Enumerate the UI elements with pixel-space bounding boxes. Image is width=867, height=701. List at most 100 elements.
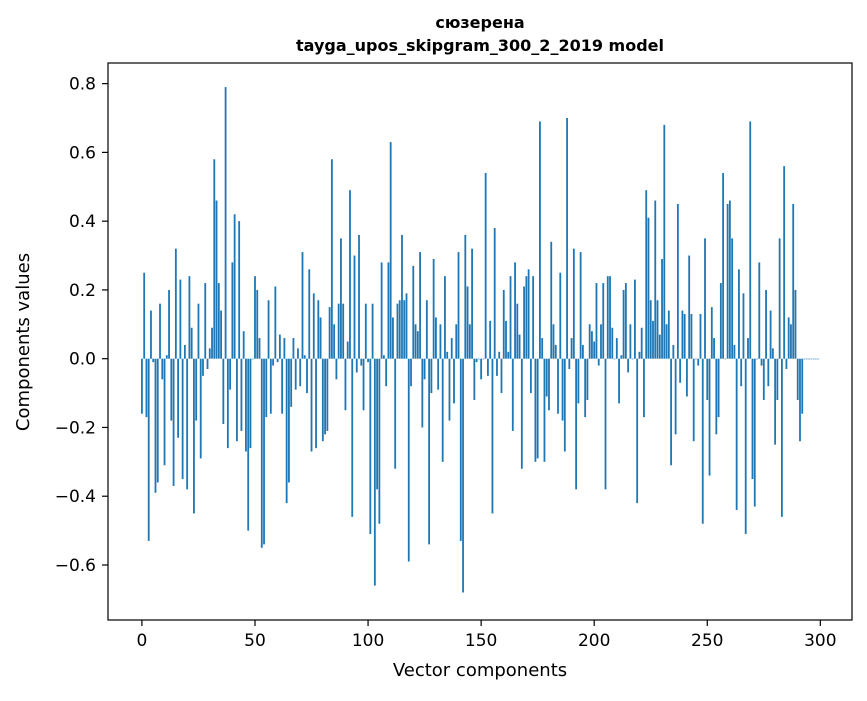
bar-24 (195, 358, 198, 421)
bar-225 (649, 300, 652, 359)
bar-286 (787, 317, 790, 359)
bar-77 (315, 358, 317, 449)
bar-51 (256, 289, 259, 359)
bar-56 (267, 300, 270, 359)
bar-250 (706, 358, 709, 400)
bar-14 (172, 358, 175, 486)
bar-192 (575, 358, 578, 490)
x-axis-label: Vector components (393, 660, 567, 681)
bar-135 (446, 351, 449, 359)
bar-256 (719, 283, 722, 359)
y-tick-label: 0.4 (69, 212, 96, 232)
bar-282 (778, 238, 781, 359)
x-tick-label: 200 (578, 631, 610, 651)
bar-46 (245, 358, 247, 452)
bar-104 (376, 358, 379, 490)
bar-23 (193, 358, 195, 514)
bar-211 (618, 358, 620, 404)
bar-79 (319, 317, 322, 359)
bar-114 (398, 300, 401, 359)
bar-144 (466, 286, 469, 359)
bar-39 (229, 358, 232, 390)
x-tick-label: 50 (244, 631, 266, 651)
bar-2 (145, 358, 148, 418)
bar-10 (163, 358, 166, 466)
bar-88 (340, 238, 342, 359)
bar-217 (631, 358, 634, 360)
bar-238 (679, 358, 682, 383)
bar-25 (197, 303, 200, 359)
bar-20 (186, 358, 189, 490)
bar-272 (756, 358, 758, 360)
bar-101 (369, 358, 372, 535)
bar-189 (568, 358, 571, 369)
bar-157 (496, 358, 498, 376)
bar-81 (324, 358, 326, 435)
x-tick-label: 150 (465, 631, 497, 651)
bar-181 (550, 241, 553, 359)
bar-115 (401, 234, 403, 359)
bar-107 (382, 355, 385, 359)
bar-171 (527, 269, 530, 359)
bar-33 (215, 200, 218, 359)
chart-subtitle: tayga_upos_skipgram_300_2_2019 model (296, 36, 664, 55)
bar-212 (620, 355, 623, 359)
bar-5 (152, 358, 155, 363)
bar-243 (690, 313, 693, 359)
bar-201 (595, 283, 598, 359)
bar-298 (814, 358, 817, 360)
bar-47 (247, 358, 250, 531)
bar-150 (480, 358, 483, 380)
bar-108 (385, 358, 388, 387)
bar-66 (290, 358, 293, 407)
bar-264 (738, 269, 740, 359)
bar-68 (294, 358, 297, 390)
bar-269 (749, 121, 752, 359)
bar-61 (278, 334, 281, 359)
bar-11 (165, 355, 168, 359)
bar-237 (676, 203, 679, 359)
bar-145 (468, 324, 471, 359)
bar-169 (523, 286, 525, 359)
bar-75 (310, 358, 313, 452)
bar-30 (208, 348, 211, 359)
bar-70 (299, 358, 302, 387)
bar-244 (692, 358, 695, 442)
bar-267 (744, 358, 747, 535)
bar-290 (796, 358, 799, 400)
plot-frame (107, 62, 853, 621)
bar-138 (453, 358, 455, 404)
bar-274 (760, 358, 763, 366)
bar-122 (416, 331, 419, 359)
bar-270 (751, 358, 754, 480)
bar-222 (643, 358, 645, 418)
bar-43 (238, 221, 241, 359)
bar-163 (509, 276, 512, 359)
bar-55 (265, 358, 268, 418)
bar-132 (439, 324, 442, 359)
bar-41 (233, 214, 236, 359)
bar-129 (432, 258, 435, 359)
bar-268 (747, 338, 749, 359)
bar-214 (624, 283, 627, 359)
bar-246 (697, 358, 700, 366)
bar-63 (283, 338, 286, 359)
bar-288 (792, 203, 795, 359)
bar-89 (342, 303, 345, 359)
bar-8 (159, 303, 161, 359)
bar-73 (306, 358, 308, 394)
bar-159 (500, 358, 503, 394)
bar-86 (335, 358, 338, 380)
bar-34 (217, 283, 220, 359)
bar-3 (147, 358, 150, 541)
bar-116 (403, 300, 406, 359)
bar-200 (593, 341, 596, 359)
bar-199 (591, 331, 593, 359)
bar-277 (767, 358, 770, 387)
bar-263 (735, 358, 738, 510)
bar-245 (695, 358, 697, 360)
bar-216 (629, 324, 632, 359)
bar-102 (371, 303, 374, 359)
bar-224 (647, 217, 650, 359)
bar-258 (724, 358, 727, 360)
